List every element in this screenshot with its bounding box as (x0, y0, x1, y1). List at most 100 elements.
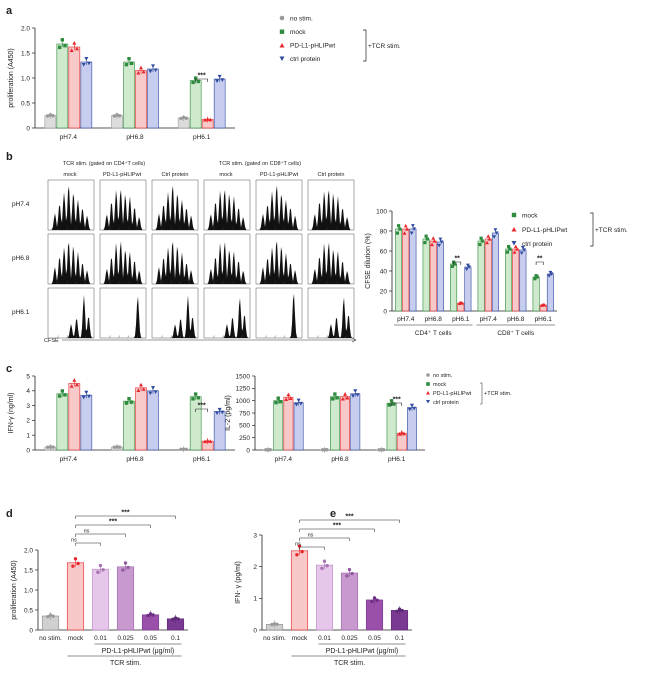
histogram-tick (179, 227, 182, 231)
histogram-tick (213, 281, 215, 285)
cfse-histogram (308, 190, 354, 230)
data-point (515, 247, 519, 251)
bar (213, 411, 226, 451)
significance-label: *** (393, 397, 401, 404)
legend-label: ctrl protein (522, 241, 553, 248)
x-tick-label: mock (292, 635, 308, 642)
histogram-tick (170, 227, 173, 231)
data-point (45, 445, 50, 449)
data-point (208, 439, 213, 443)
data-point (153, 390, 158, 394)
cfse-axis-label: CFSE (44, 338, 59, 344)
legend-label: ctrl protein (433, 400, 459, 406)
data-point (274, 400, 278, 405)
data-point (335, 396, 339, 400)
data-point (51, 614, 55, 618)
bar (135, 70, 147, 129)
data-point (124, 62, 129, 67)
data-point (45, 114, 50, 118)
histogram-tick (265, 335, 267, 339)
data-point (295, 553, 299, 557)
cfse-histogram (100, 296, 146, 338)
x-tick-label: pH7.4 (480, 316, 498, 323)
x-tick-label: 0.1 (395, 635, 404, 642)
significance-bracket (299, 537, 350, 541)
legend-marker-pdl1 (511, 227, 517, 232)
data-point (184, 447, 189, 451)
histogram-tick (265, 227, 267, 231)
data-point (521, 245, 525, 250)
data-point (460, 301, 464, 305)
data-point (129, 61, 134, 66)
histogram-tick (84, 335, 87, 339)
axis-title: IFN- γ (pg/ml) (235, 561, 242, 604)
significance-label: *** (345, 514, 353, 521)
data-point (409, 231, 414, 235)
axis-title: proliferation (A450) (8, 48, 15, 108)
bar (505, 248, 513, 312)
data-point (345, 574, 349, 578)
data-point (547, 274, 552, 278)
group1-title: TCR stim. (gated on CD4⁺T cells) (63, 160, 145, 167)
panel-b-legend: mock PD-L1-pHLIPwt ctrl protein +TCR sti… (511, 213, 628, 248)
data-point (101, 568, 105, 572)
histogram-tick (213, 335, 215, 339)
panel-a-legend: no stim. mock PD-L1-pHLIPwt ctrl protein… (279, 16, 401, 63)
tcr-label: TCR stim. (334, 660, 365, 667)
x-tick-label: pH6.1 (388, 456, 406, 463)
data-point (74, 46, 79, 51)
histogram-tick (222, 335, 225, 339)
data-point (350, 571, 354, 576)
column-header: Ctrl protein (162, 172, 189, 178)
histogram-tick (136, 281, 139, 285)
data-point (294, 402, 299, 407)
data-point (411, 224, 415, 228)
histogram-tick (109, 227, 111, 231)
data-point (402, 431, 407, 436)
legend-marker-mock (426, 382, 430, 386)
cfse-histogram (308, 242, 354, 284)
bar (519, 249, 527, 312)
data-point (220, 410, 225, 415)
data-point (96, 570, 100, 574)
histogram-tick (161, 335, 163, 339)
bar (386, 402, 397, 451)
data-point (533, 277, 537, 281)
data-point (184, 116, 189, 120)
legend-label: PD-L1-pHLIPwt (522, 227, 567, 234)
data-point (73, 557, 78, 561)
axis-title: CFSE dilution (%) (365, 233, 372, 289)
histogram-tick (118, 335, 121, 339)
data-point (191, 397, 195, 401)
histogram-tick (231, 335, 234, 339)
data-point (117, 445, 122, 449)
histogram-tick (283, 227, 286, 231)
data-point (467, 265, 471, 269)
data-point (141, 387, 146, 391)
cfse-histogram-grid: TCR stim. (gated on CD4⁺T cells) TCR sti… (12, 160, 357, 344)
histogram-tick (231, 281, 234, 285)
column-header: PD-L1-pHLIPwt (103, 172, 142, 178)
y-tick-label: 80 (380, 228, 388, 235)
data-point (126, 565, 130, 570)
data-point (191, 80, 195, 85)
bar (123, 61, 135, 129)
bar (350, 393, 361, 451)
data-point (275, 622, 279, 627)
bar (66, 562, 85, 631)
bar (329, 396, 340, 451)
data-point (535, 275, 539, 279)
data-point (505, 250, 509, 254)
data-point (81, 395, 86, 400)
significance-bracket (391, 402, 403, 406)
bar (91, 568, 110, 631)
y-tick-label: 2.0 (21, 25, 30, 32)
bar (290, 550, 309, 631)
bar (56, 43, 69, 129)
histogram-tick (179, 335, 182, 339)
bar (68, 383, 81, 451)
data-point (486, 234, 491, 238)
bar (450, 263, 458, 312)
legend-marker-mock (279, 29, 285, 34)
data-point (298, 401, 303, 406)
